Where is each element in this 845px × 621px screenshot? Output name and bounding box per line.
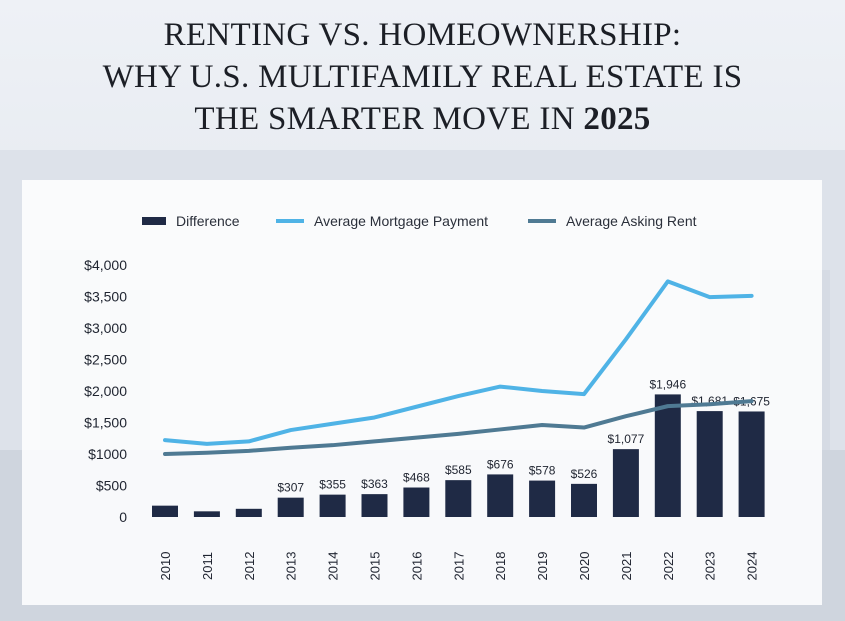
x-tick-label: 2019 xyxy=(535,552,550,581)
y-tick-label: 0 xyxy=(119,509,127,525)
x-tick-label: 2020 xyxy=(577,552,592,581)
bar-difference xyxy=(612,449,639,517)
bar-difference xyxy=(361,494,388,517)
x-tick-label: 2011 xyxy=(200,552,215,580)
title-line-2: WHY U.S. MULTIFAMILY REAL ESTATE IS xyxy=(102,59,743,95)
legend-label-difference: Difference xyxy=(176,213,240,229)
data-label: $578 xyxy=(529,464,556,478)
legend-item-mortgage: Average Mortgage Payment xyxy=(276,213,488,229)
x-tick-label: 2024 xyxy=(745,552,760,581)
chart-legend: Difference Average Mortgage Payment Aver… xyxy=(0,213,845,235)
y-tick-label: $3,500 xyxy=(84,289,127,305)
chart-card xyxy=(22,180,822,605)
data-label: $1,946 xyxy=(649,377,686,391)
data-label: $585 xyxy=(445,463,472,477)
x-tick-label: 2021 xyxy=(619,552,634,581)
legend-item-rent: Average Asking Rent xyxy=(528,213,697,229)
legend-swatch-mortgage xyxy=(276,219,304,223)
x-tick-label: 2016 xyxy=(409,552,424,581)
x-tick-label: 2022 xyxy=(661,552,676,581)
bar-difference xyxy=(529,480,556,517)
bar-difference xyxy=(319,494,346,517)
x-tick-label: 2012 xyxy=(242,552,257,581)
x-tick-label: 2010 xyxy=(158,552,173,581)
bar-difference xyxy=(696,411,723,517)
legend-swatch-rent xyxy=(528,219,556,223)
title-line-3-prefix: THE SMARTER MOVE IN xyxy=(194,101,584,137)
y-tick-label: $2,000 xyxy=(84,383,127,399)
data-label: $355 xyxy=(319,478,346,492)
bar-difference xyxy=(487,474,514,517)
y-tick-label: $500 xyxy=(96,478,127,494)
x-tick-label: 2017 xyxy=(451,552,466,581)
y-tick-label: $1,500 xyxy=(84,415,127,431)
x-tick-label: 2018 xyxy=(493,552,508,581)
x-tick-label: 2015 xyxy=(368,552,383,581)
bar-difference xyxy=(193,511,220,517)
page-title: RENTING VS. HOMEOWNERSHIP: WHY U.S. MULT… xyxy=(0,14,845,140)
bar-difference xyxy=(235,508,262,517)
bar-difference xyxy=(403,487,430,517)
y-tick-label: $4,000 xyxy=(84,257,127,273)
legend-label-rent: Average Asking Rent xyxy=(566,213,697,229)
data-label: $363 xyxy=(361,477,388,491)
x-tick-label: 2014 xyxy=(326,552,341,581)
y-tick-label: $2,500 xyxy=(84,352,127,368)
bar-difference xyxy=(445,480,472,517)
bar-difference xyxy=(738,411,765,517)
bar-difference xyxy=(152,505,178,517)
line-average-mortgage-payment xyxy=(163,279,754,446)
legend-label-mortgage: Average Mortgage Payment xyxy=(314,213,489,229)
data-label: $526 xyxy=(571,467,598,481)
bar-difference xyxy=(654,394,681,517)
y-tick-label: $1000 xyxy=(88,446,127,462)
legend-item-difference: Difference xyxy=(142,213,240,229)
title-year: 2025 xyxy=(583,101,651,137)
data-label: $676 xyxy=(487,457,514,471)
bar-difference xyxy=(277,497,304,517)
legend-swatch-difference xyxy=(142,217,166,225)
x-tick-label: 2023 xyxy=(703,552,718,581)
data-label: $1,077 xyxy=(608,432,645,446)
bar-difference xyxy=(571,483,597,517)
y-tick-label: $3,000 xyxy=(84,320,127,336)
title-line-1: RENTING VS. HOMEOWNERSHIP: xyxy=(163,17,682,53)
x-tick-label: 2013 xyxy=(284,552,299,581)
data-label: $307 xyxy=(277,481,304,495)
line-average-asking-rent xyxy=(163,399,754,456)
title-line-3: THE SMARTER MOVE IN 2025 xyxy=(0,98,845,140)
data-label: $468 xyxy=(403,471,430,485)
